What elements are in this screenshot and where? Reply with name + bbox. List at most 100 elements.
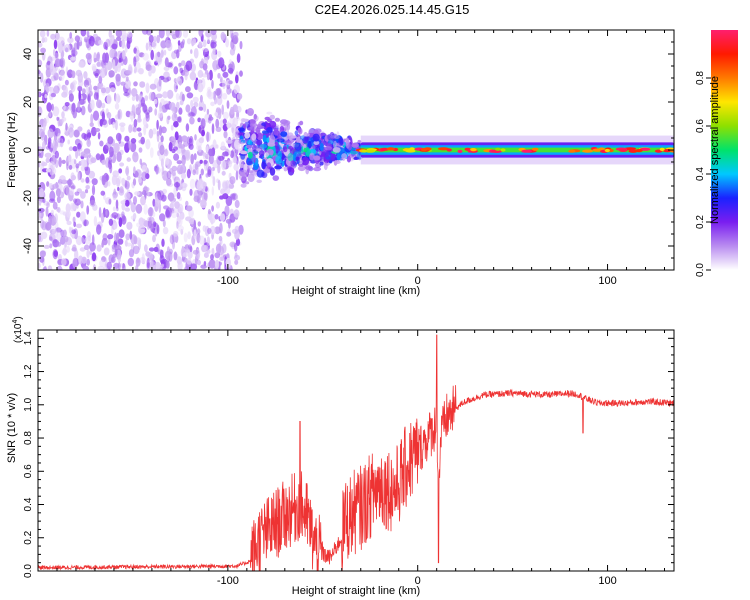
spectrogram-cell [71, 232, 75, 239]
spectrogram-cell [86, 139, 91, 148]
spectrogram-cell [75, 235, 83, 246]
spectrogram-cell [207, 227, 212, 235]
spectrogram-cell [199, 94, 203, 103]
spectrogram-cell [152, 128, 157, 135]
spectrogram-cell [126, 40, 131, 50]
spectrogram-cell [133, 118, 138, 128]
spectrogram-cell [319, 161, 324, 166]
spectrogram-cell [214, 112, 218, 117]
spectrogram-cell [313, 155, 321, 161]
y-tick-label: 0.2 [23, 530, 34, 544]
spectrogram-cell [84, 244, 90, 251]
spectrogram-cell [182, 30, 189, 38]
spectrogram-cell [45, 206, 49, 217]
spectrogram-cell [169, 102, 176, 111]
spectrogram-cell [74, 198, 81, 206]
spectrogram-cell [49, 236, 53, 241]
spectrogram-cell [118, 229, 125, 239]
spectrogram-cell [43, 244, 50, 249]
spectrogram-cell [251, 156, 257, 163]
spectrogram-cell [85, 185, 90, 190]
spectrogram-cell [295, 156, 300, 161]
spectrogram-cell [238, 127, 245, 132]
spectrogram-cell [294, 130, 299, 136]
spectrogram-cell [68, 93, 74, 102]
tone-peak [470, 148, 477, 152]
spectrogram-cell [233, 84, 240, 95]
spectrogram-cell [182, 69, 189, 77]
spectrogram-cell [73, 159, 77, 165]
spectrogram-cell [180, 60, 186, 66]
spectrogram-cell [210, 225, 216, 235]
spectrogram-cell [206, 249, 211, 254]
spectrogram-cell [247, 161, 253, 165]
spectrogram-cell [256, 169, 265, 178]
spectrogram-cell [104, 87, 111, 94]
spectrogram-cell [127, 31, 132, 38]
spectrogram-cell [75, 163, 80, 169]
spectrogram-cell [165, 209, 170, 218]
tone-peak [420, 148, 428, 152]
spectrogram-cell [38, 212, 42, 219]
spectrogram-cell [181, 93, 185, 102]
spectrogram-cell [78, 90, 81, 102]
spectrogram-cell [84, 189, 89, 194]
spectrogram-cell [214, 214, 219, 220]
spectrogram-cell [138, 217, 145, 226]
spectrogram-cell [115, 30, 123, 38]
spectrogram-cell [86, 249, 90, 259]
spectrogram-cell [44, 152, 52, 158]
spectrogram-cell [147, 207, 154, 217]
spectrogram-cell [204, 186, 208, 192]
spectrogram-cell [39, 250, 46, 258]
spectrogram-cell [173, 146, 178, 151]
spectrogram-cell [133, 166, 136, 174]
spectrogram-y-label: Frequency (Hz) [6, 112, 18, 188]
svg-text:(x104): (x104) [12, 316, 24, 343]
spectrogram-cell [152, 211, 156, 218]
spectrogram-cell [197, 117, 202, 123]
spectrogram-cell [56, 116, 59, 121]
spectrogram-cell [135, 257, 141, 267]
spectrogram-cell [206, 72, 210, 81]
spectrogram-cell [58, 36, 65, 45]
spectrogram-y-ticks: -40 -20 0 20 40 [22, 29, 674, 271]
spectrogram-cell [53, 39, 58, 50]
spectrogram-cell [77, 126, 83, 132]
spectrogram-cell [62, 247, 67, 256]
spectrogram-cell [258, 125, 265, 129]
spectrogram-cell [138, 228, 146, 233]
snr-series-line [38, 334, 674, 571]
spectrogram-cell [222, 71, 229, 78]
spectrogram-cell [232, 156, 237, 164]
spectrogram-cell [68, 178, 72, 188]
spectrogram-cell [54, 58, 62, 68]
spectrogram-cell [235, 194, 239, 200]
spectrogram-cell [347, 143, 352, 151]
spectrogram-cell [321, 150, 329, 158]
spectrogram-cell [189, 116, 195, 125]
spectrogram-cell [235, 170, 239, 181]
spectrogram-cell [77, 101, 81, 112]
spectrogram-cell [282, 120, 291, 126]
spectrogram-cell [138, 132, 143, 138]
spectrogram-cell [198, 106, 204, 111]
spectrogram-cell [54, 213, 58, 223]
spectrogram-cell [264, 152, 269, 158]
spectrogram-cell [69, 188, 75, 196]
spectrogram-cell [94, 72, 99, 78]
spectrogram-cell [220, 251, 225, 261]
tone-peak [500, 148, 506, 152]
snr-panel: -100 0 100 0.0 0.2 0.4 0.6 0.8 1.0 1.2 1.4 Height… [6, 316, 675, 597]
spectrogram-cell [211, 168, 214, 179]
spectrogram-cell [199, 60, 204, 68]
spectrogram-cell [85, 84, 89, 94]
spectrogram-cell [323, 161, 328, 171]
spectrogram-cell [226, 231, 232, 237]
spectrogram-cell [148, 106, 153, 113]
y-tick-label: 1.0 [23, 397, 34, 411]
spectrogram-cell [46, 114, 49, 124]
spectrogram-cell [185, 205, 193, 212]
spectrogram-cell [56, 241, 62, 247]
spectrogram-cell [150, 223, 155, 232]
